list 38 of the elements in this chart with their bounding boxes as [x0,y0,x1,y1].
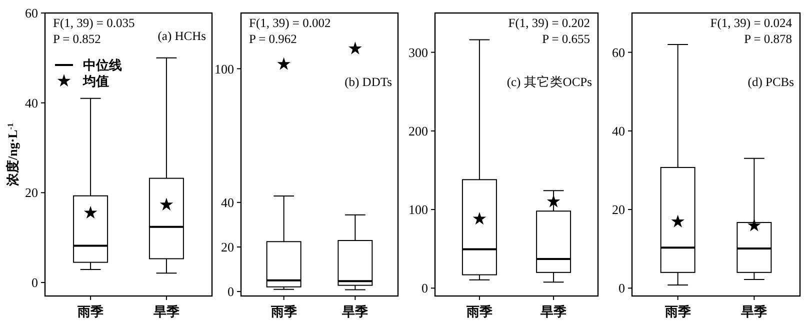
annotation: F(1, 39) = 0.202 [508,16,590,30]
y-tick-label: 40 [612,123,625,138]
y-tick-label: 20 [612,202,625,218]
x-tick-label: 雨季 [465,304,492,319]
annotation: (b) DDTs [344,75,392,89]
x-tick-label: 旱季 [341,304,368,319]
annotation: P = 0.655 [542,32,590,46]
annotation: F(1, 39) = 0.035 [53,16,135,30]
annotation: F(1, 39) = 0.002 [249,16,331,30]
y-tick-label: 100 [408,202,428,218]
y-tick-label: 60 [612,44,625,60]
y-tick-label: 40 [25,95,38,110]
x-tick-label: 旱季 [740,304,768,319]
x-tick-label: 旱季 [152,304,180,319]
y-tick-label: 100 [214,61,234,76]
annotation: P = 0.962 [249,32,297,46]
annotation: (c) 其它类OCPs [506,74,592,89]
y-tick-label: 20 [221,240,234,255]
annotation: (d) PCBs [748,75,794,89]
y-tick-label: 200 [408,123,428,138]
y-tick-label: 300 [408,44,428,60]
y-tick-label: 0 [422,280,428,296]
y-tick-label: 0 [32,275,38,290]
annotation: (a) HCHs [158,29,206,43]
x-tick-label: 雨季 [76,304,104,319]
y-tick-label: 0 [228,284,234,300]
x-tick-label: 旱季 [540,304,567,319]
y-tick-label: 60 [25,6,38,21]
legend-label: 均值 [82,74,109,89]
legend-label: 中位线 [83,58,122,73]
x-tick-label: 雨季 [270,304,297,319]
annotation: P = 0.878 [744,32,792,46]
x-tick-label: 雨季 [664,304,691,319]
y-tick-label: 40 [221,194,234,210]
annotation: P = 0.852 [53,32,101,46]
y-tick-label: 20 [25,185,38,200]
annotation: F(1, 39) = 0.024 [710,16,793,30]
y-tick-label: 0 [618,280,625,296]
